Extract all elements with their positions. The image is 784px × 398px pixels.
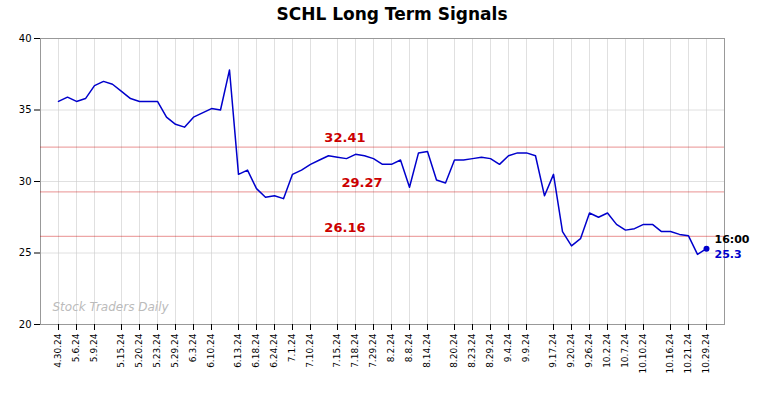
svg-text:8.8.24: 8.8.24 [404, 333, 414, 362]
svg-text:10.29.24: 10.29.24 [701, 333, 711, 373]
svg-text:29.27: 29.27 [341, 175, 382, 190]
svg-text:9.17.24: 9.17.24 [548, 333, 558, 368]
svg-text:7.18.24: 7.18.24 [350, 333, 360, 368]
svg-text:7.1.24: 7.1.24 [287, 333, 297, 362]
svg-text:32.41: 32.41 [324, 130, 365, 145]
svg-text:7.10.24: 7.10.24 [305, 333, 315, 368]
svg-text:5.29.24: 5.29.24 [170, 333, 180, 368]
svg-text:25: 25 [19, 247, 32, 258]
svg-text:20: 20 [19, 319, 32, 330]
svg-text:40: 40 [19, 33, 32, 44]
svg-text:6.18.24: 6.18.24 [251, 333, 261, 368]
svg-text:8.14.24: 8.14.24 [422, 333, 432, 368]
svg-text:10.10.24: 10.10.24 [638, 333, 648, 373]
svg-text:7.29.24: 7.29.24 [368, 333, 378, 368]
svg-text:6.24.24: 6.24.24 [269, 333, 279, 368]
svg-text:5.23.24: 5.23.24 [152, 333, 162, 368]
svg-text:6.10.24: 6.10.24 [206, 333, 216, 368]
svg-text:26.16: 26.16 [324, 220, 365, 235]
svg-text:8.23.24: 8.23.24 [467, 333, 477, 368]
svg-text:6.13.24: 6.13.24 [233, 333, 243, 368]
svg-text:30: 30 [19, 176, 32, 187]
svg-text:5.6.24: 5.6.24 [71, 333, 81, 362]
svg-text:10.7.24: 10.7.24 [620, 333, 630, 368]
svg-text:9.9.24: 9.9.24 [521, 333, 531, 362]
svg-text:9.26.24: 9.26.24 [584, 333, 594, 368]
svg-text:9.20.24: 9.20.24 [566, 333, 576, 368]
svg-text:Stock Traders Daily: Stock Traders Daily [53, 300, 170, 314]
svg-text:5.15.24: 5.15.24 [116, 333, 126, 368]
svg-text:5.20.24: 5.20.24 [134, 333, 144, 368]
svg-text:10.16.24: 10.16.24 [665, 333, 675, 373]
html-text:SCHL Long Term Signals: SCHL Long Term Signals [276, 4, 508, 24]
svg-text:10.21.24: 10.21.24 [683, 333, 693, 373]
svg-text:8.20.24: 8.20.24 [449, 333, 459, 368]
svg-text:4.30.24: 4.30.24 [53, 333, 63, 368]
svg-text:7.15.24: 7.15.24 [332, 333, 342, 368]
svg-text:6.3.24: 6.3.24 [188, 333, 198, 362]
svg-text:16:00: 16:00 [715, 233, 750, 246]
svg-text:35: 35 [19, 104, 32, 115]
svg-text:10.2.24: 10.2.24 [602, 333, 612, 368]
svg-text:5.9.24: 5.9.24 [89, 333, 99, 362]
svg-text:9.4.24: 9.4.24 [503, 333, 513, 362]
svg-text:25.3: 25.3 [715, 248, 742, 261]
svg-text:8.2.24: 8.2.24 [386, 333, 396, 362]
svg-text:8.29.24: 8.29.24 [485, 333, 495, 368]
